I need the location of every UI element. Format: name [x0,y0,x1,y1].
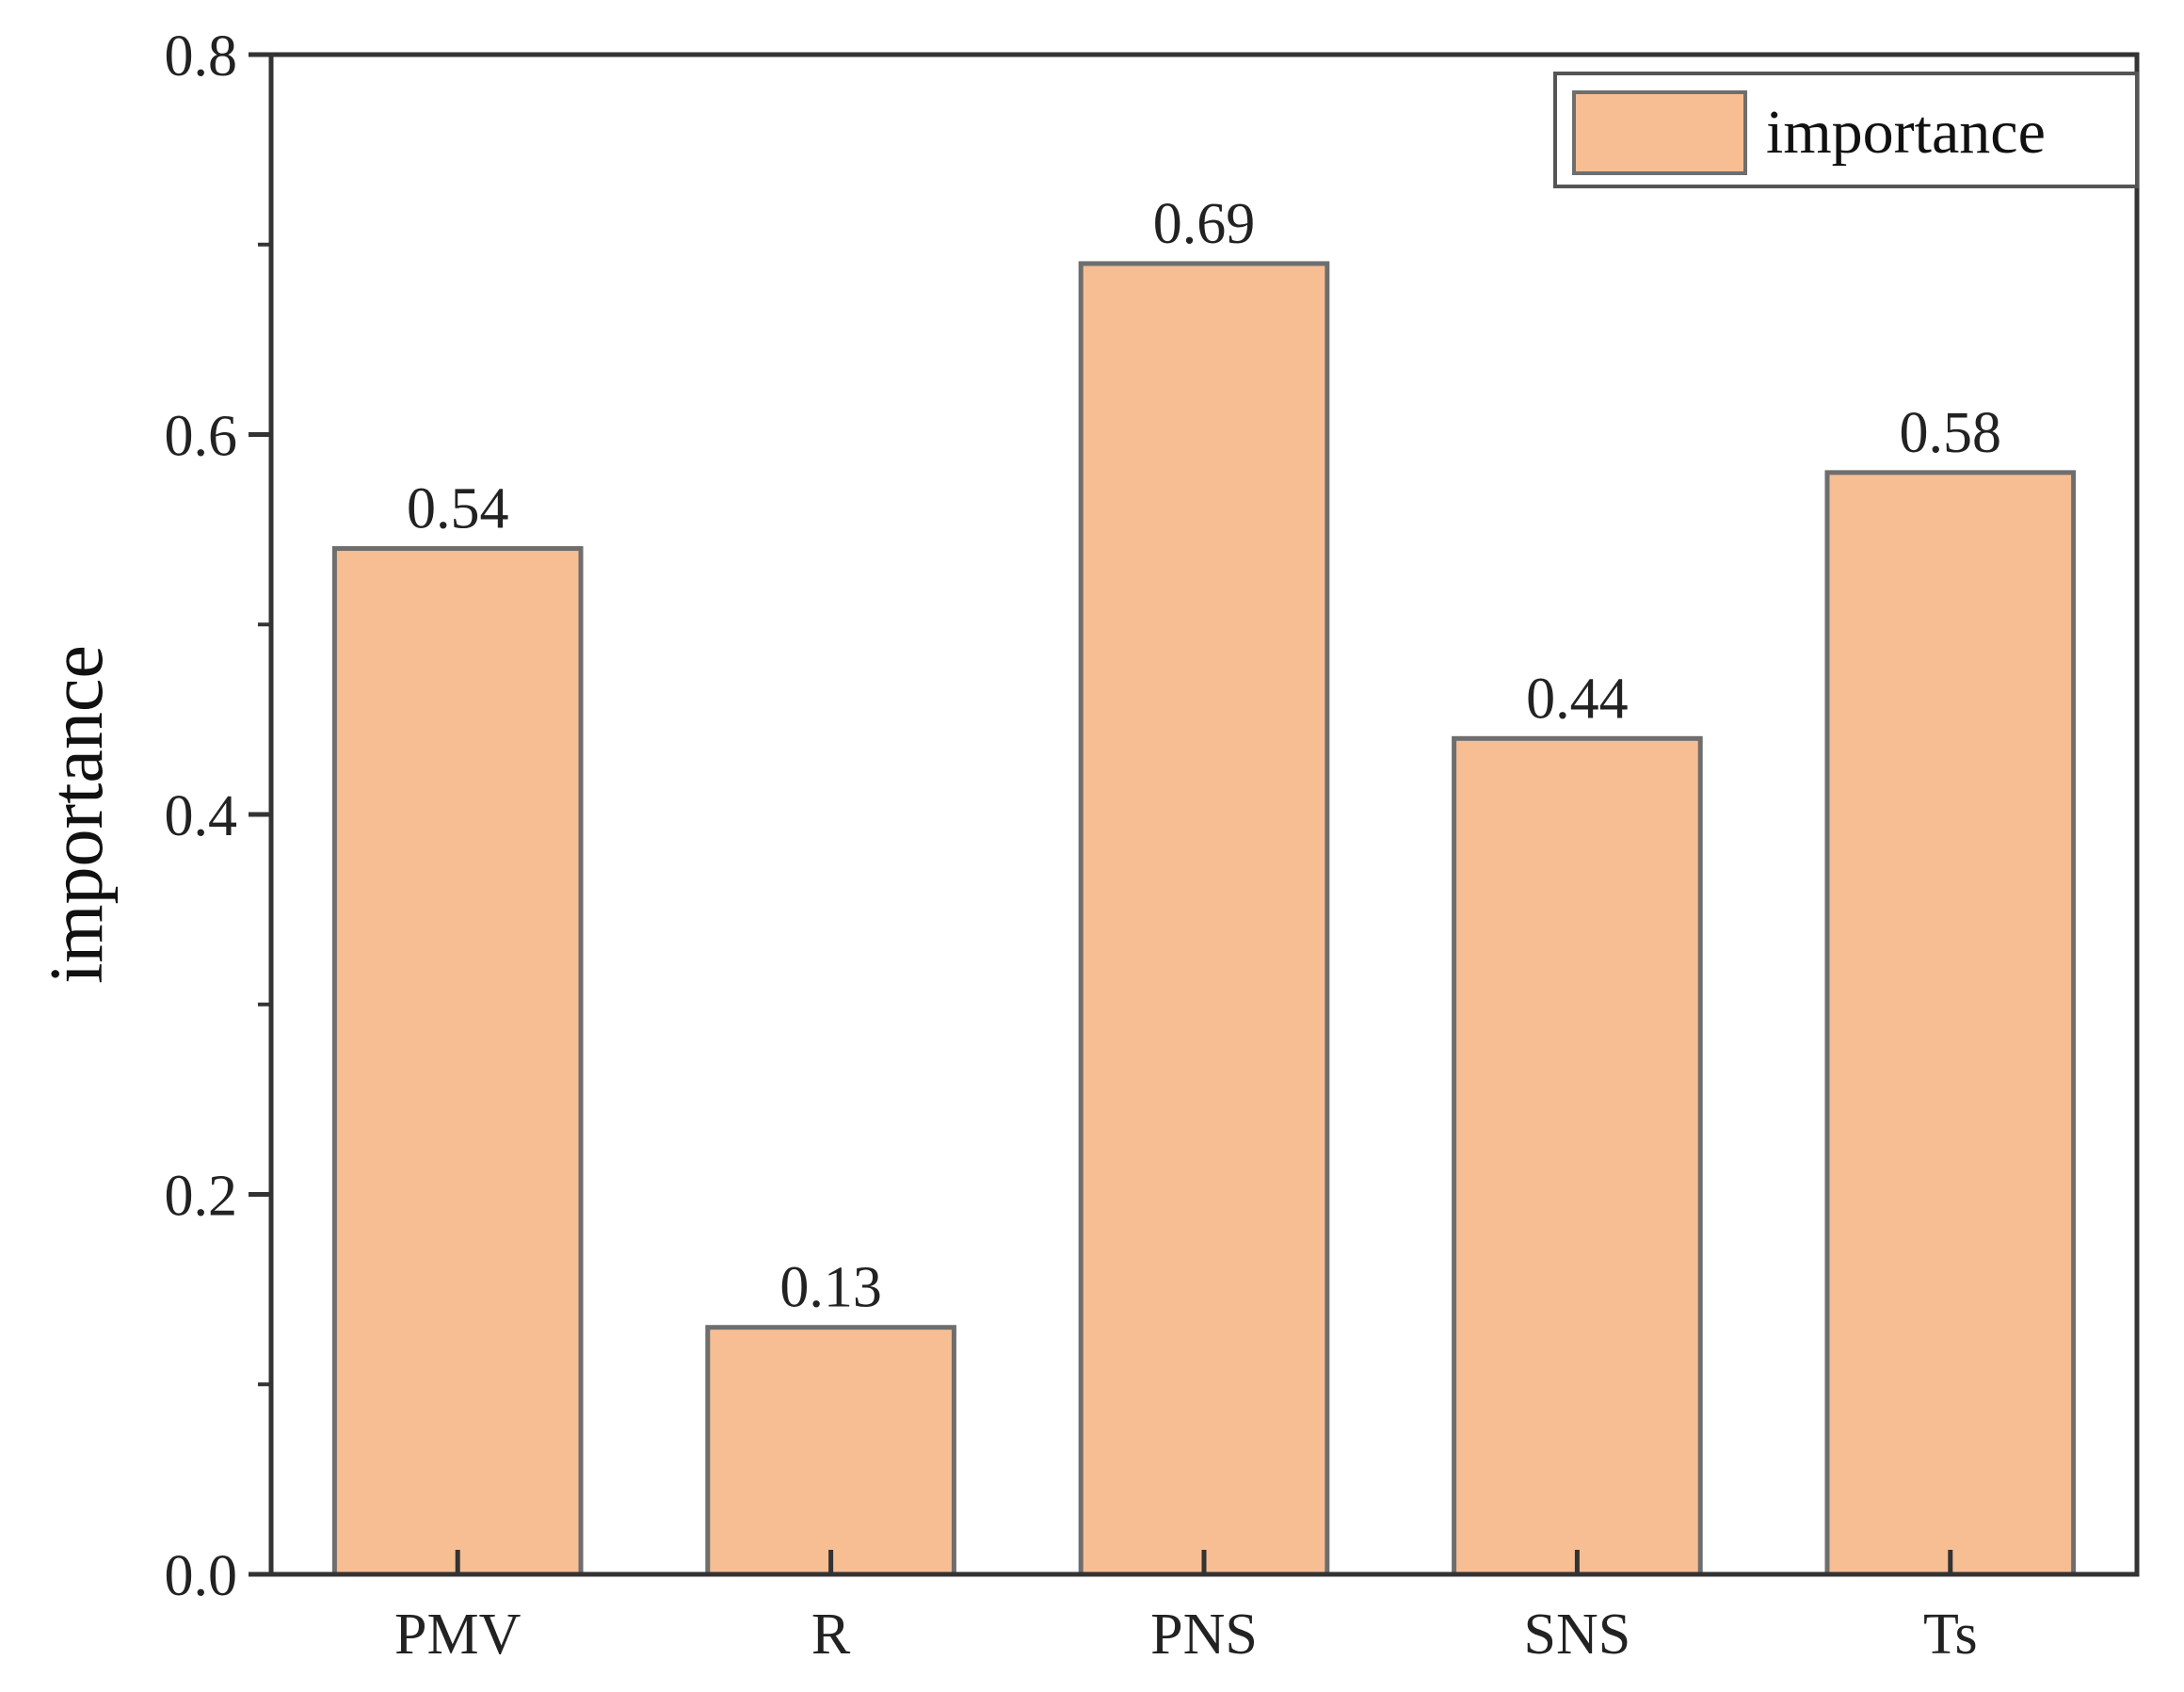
bar-pns [1078,261,1330,1577]
y-tick-label: 0.2 [165,1165,238,1229]
x-tick-label-pns: PNS [1150,1603,1258,1667]
bars-group [331,261,2077,1577]
legend: importance [1553,72,2139,188]
y-tick-label: 0.0 [165,1544,238,1608]
x-tick-label-pmv: PMV [394,1603,522,1667]
bar-r [705,1325,956,1577]
data-label-sns: 0.44 [1526,667,1629,731]
x-tick-label-ts: Ts [1923,1603,1978,1667]
data-label-pns: 0.69 [1153,192,1256,256]
bar-pmv [331,546,584,1577]
bar-sns [1452,735,1703,1577]
y-axis-ticks: 0.0 0.2 0.4 0.6 0.8 [165,24,271,1608]
legend-swatch [1572,90,1747,175]
legend-label: importance [1766,98,2046,167]
data-label-ts: 0.58 [1900,401,2002,465]
y-tick-label: 0.4 [165,784,238,848]
x-tick-label-r: R [811,1603,851,1667]
y-axis-title: importance [36,645,119,984]
data-label-r: 0.13 [779,1256,882,1320]
y-tick-label: 0.8 [165,24,238,89]
x-tick-label-sns: SNS [1524,1603,1631,1667]
x-axis-ticks: PMV R PNS SNS Ts [394,1550,1978,1667]
bar-ts [1824,470,2077,1577]
data-labels-group: 0.54 0.13 0.69 0.44 0.58 [407,192,2001,1320]
y-tick-label: 0.6 [165,405,238,469]
data-label-pmv: 0.54 [407,477,509,541]
